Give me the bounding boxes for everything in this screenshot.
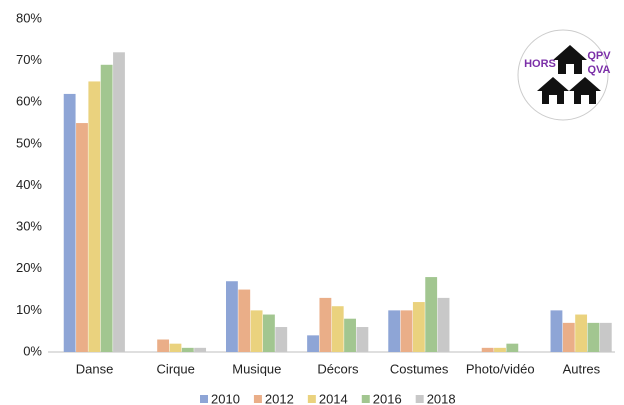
bar bbox=[481, 347, 494, 352]
bar bbox=[238, 289, 251, 352]
logo: HORS QPV QVA bbox=[517, 29, 611, 121]
legend-swatch bbox=[200, 395, 208, 403]
y-tick-label: 80% bbox=[16, 10, 42, 25]
legend-label: 2014 bbox=[319, 391, 348, 405]
logo-text: QPV bbox=[587, 50, 611, 62]
x-tick-label: Musique bbox=[232, 361, 281, 376]
bar bbox=[157, 339, 170, 352]
legend-swatch bbox=[253, 395, 262, 403]
bar bbox=[226, 281, 238, 352]
y-tick-label: 10% bbox=[16, 302, 42, 317]
legend-label: 2016 bbox=[373, 391, 402, 405]
logo-circle bbox=[517, 29, 609, 121]
bar bbox=[88, 81, 101, 352]
legend-label: 2018 bbox=[427, 391, 456, 405]
bar bbox=[562, 322, 575, 352]
bar bbox=[425, 277, 438, 352]
bar bbox=[400, 310, 413, 352]
house-icon bbox=[537, 77, 569, 104]
bar bbox=[100, 64, 113, 352]
legend-label: 2010 bbox=[211, 391, 240, 405]
x-tick-label: Danse bbox=[76, 361, 114, 376]
x-tick-label: Cirque bbox=[157, 361, 195, 376]
y-tick-label: 40% bbox=[16, 177, 42, 192]
bar bbox=[169, 343, 182, 352]
bar bbox=[331, 306, 344, 352]
legend-label: 2012 bbox=[265, 391, 294, 405]
y-tick-label: 70% bbox=[16, 52, 42, 67]
bar bbox=[587, 322, 600, 352]
y-tick-label: 20% bbox=[16, 260, 42, 275]
bar bbox=[437, 297, 450, 352]
x-tick-label: Costumes bbox=[390, 361, 449, 376]
legend-swatch bbox=[307, 395, 316, 403]
bar bbox=[356, 327, 369, 352]
bar bbox=[181, 347, 194, 352]
y-tick-label: 0% bbox=[23, 343, 42, 358]
y-tick-label: 30% bbox=[16, 219, 42, 234]
x-tick-label: Autres bbox=[563, 361, 601, 376]
house-icon bbox=[569, 77, 601, 104]
bar bbox=[412, 302, 425, 352]
bar bbox=[388, 310, 401, 352]
bar bbox=[250, 310, 263, 352]
x-tick-label: Décors bbox=[317, 361, 359, 376]
logo-text: HORS bbox=[524, 58, 556, 70]
bar bbox=[113, 52, 125, 353]
legend-swatch bbox=[415, 395, 424, 403]
house-icon bbox=[553, 45, 587, 74]
logo-text: QVA bbox=[587, 64, 610, 76]
bar bbox=[263, 314, 275, 352]
bar bbox=[275, 327, 288, 352]
bar bbox=[194, 347, 207, 352]
bar bbox=[550, 310, 563, 352]
bar bbox=[344, 318, 356, 352]
bar bbox=[76, 123, 88, 352]
bar bbox=[307, 335, 319, 352]
y-tick-label: 50% bbox=[16, 135, 42, 150]
legend-swatch bbox=[361, 395, 370, 403]
bar bbox=[63, 93, 76, 353]
x-tick-label: Photo/vidéo bbox=[466, 361, 535, 376]
bar bbox=[319, 297, 332, 352]
bar bbox=[599, 322, 612, 352]
y-tick-label: 60% bbox=[16, 94, 42, 109]
bar bbox=[506, 343, 519, 352]
bar bbox=[494, 347, 506, 352]
bar bbox=[575, 314, 588, 352]
